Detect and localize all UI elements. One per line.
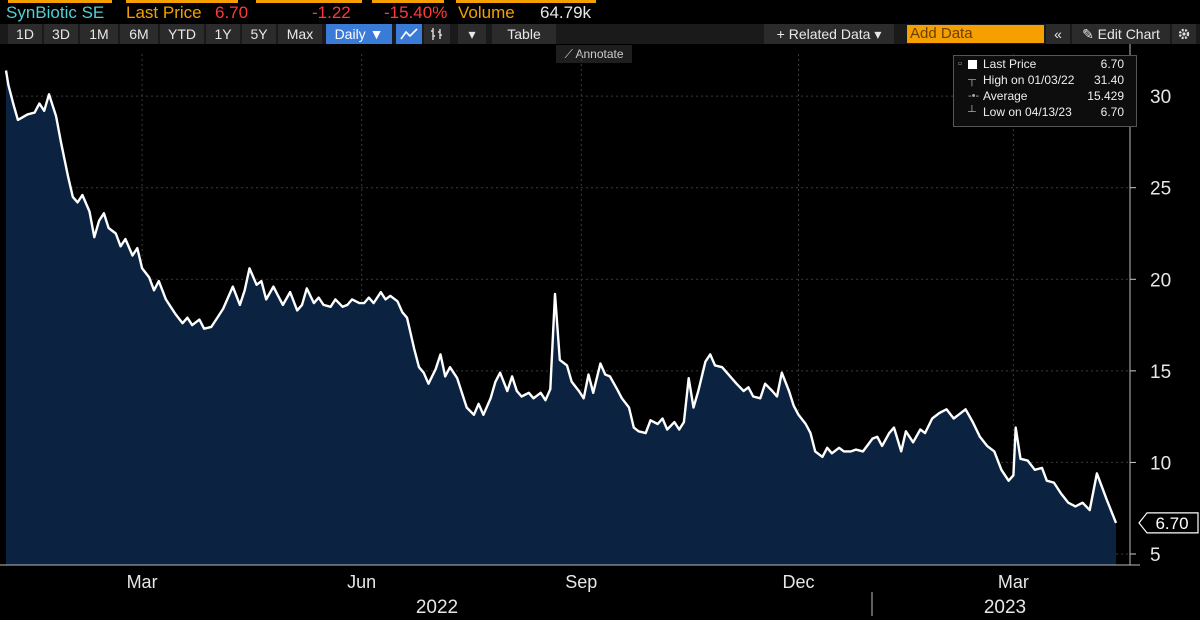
frequency-dropdown[interactable]: Daily ▼: [326, 24, 392, 44]
collapse-panel-button[interactable]: «: [1046, 24, 1070, 44]
legend-expand-icon: ▫: [958, 58, 962, 70]
legend-value: 31.40: [1093, 73, 1124, 87]
add-data-input[interactable]: [907, 25, 1044, 43]
x-tick-label: Dec: [783, 572, 815, 592]
range-max-button[interactable]: Max: [278, 24, 322, 44]
legend-swatch: [968, 60, 977, 69]
volume-value: 64.79k: [540, 3, 592, 22]
legend-value: 15.429: [1087, 89, 1124, 103]
y-tick-label: 30: [1150, 87, 1171, 108]
range-1y-button[interactable]: 1Y: [206, 24, 240, 44]
line-chart-icon: [400, 28, 418, 40]
header-accent-bar: [372, 0, 444, 3]
security-name[interactable]: SynBiotic SE: [6, 3, 105, 22]
x-tick-label: Mar: [127, 572, 158, 592]
price-change-percent: -15.40%: [384, 3, 448, 22]
last-price-tag: 6.70: [1138, 512, 1199, 534]
high-marker-icon: ┬: [968, 74, 976, 86]
chart-legend: ▫ Last Price 6.70 ┬ High on 01/03/22 31.…: [953, 55, 1137, 127]
header-accent-bar: [456, 0, 596, 3]
last-price-tag-value: 6.70: [1155, 514, 1188, 533]
header-accent-bar: [126, 0, 238, 3]
legend-value: 6.70: [1100, 105, 1124, 119]
legend-item-last-price[interactable]: ▫ Last Price 6.70: [954, 57, 1136, 72]
legend-label: Last Price: [983, 57, 1037, 71]
edit-chart-button[interactable]: ✎ Edit Chart: [1072, 24, 1170, 44]
legend-value: 6.70: [1100, 57, 1124, 71]
y-tick-label: 5: [1150, 545, 1161, 566]
legend-item-high[interactable]: ┬ High on 01/03/22 31.40: [954, 73, 1136, 88]
price-area-fill: [6, 70, 1116, 565]
price-change: -1.22: [312, 3, 351, 22]
range-3d-button[interactable]: 3D: [44, 24, 78, 44]
last-price-value: 6.70: [215, 3, 249, 22]
table-button[interactable]: Table: [492, 24, 556, 44]
chart-toolbar: 1D 3D 1M 6M YTD 1Y 5Y Max Daily ▼ ▾ Tabl…: [0, 24, 1200, 44]
year-label: 2023: [984, 597, 1026, 618]
legend-label: Low on 04/13/23: [983, 105, 1072, 119]
price-chart: 5 10 15 20 25 30 Mar Jun Sep Dec Mar 2022 2023 6.70: [0, 44, 1199, 618]
price-line-series: [4, 70, 1118, 524]
volume-label: Volume: [458, 3, 515, 22]
legend-label: Average: [983, 89, 1028, 103]
legend-label: High on 01/03/22: [983, 73, 1075, 87]
average-marker-icon: -•-: [968, 90, 980, 102]
header-accent-bar: [256, 0, 362, 3]
range-5y-button[interactable]: 5Y: [242, 24, 276, 44]
gear-icon: [1178, 28, 1190, 40]
chart-type-more-button[interactable]: ▾: [458, 24, 486, 44]
security-header: SynBiotic SE Last Price 6.70 -1.22 -15.4…: [0, 0, 1200, 24]
low-marker-icon: ┴: [968, 106, 976, 118]
y-tick-label: 20: [1150, 270, 1171, 291]
legend-item-low[interactable]: ┴ Low on 04/13/23 6.70: [954, 105, 1136, 120]
gear-icon[interactable]: [1172, 24, 1196, 44]
x-tick-label: Mar: [998, 572, 1029, 592]
range-1d-button[interactable]: 1D: [8, 24, 42, 44]
range-ytd-button[interactable]: YTD: [160, 24, 204, 44]
x-tick-label: Sep: [565, 572, 597, 592]
ohlc-bar-icon: [431, 28, 442, 40]
range-1m-button[interactable]: 1M: [80, 24, 118, 44]
last-price-label: Last Price: [126, 3, 202, 22]
line-chart-icon[interactable]: [396, 24, 422, 44]
annotate-button[interactable]: ⟋ Annotate: [556, 45, 632, 63]
related-data-button[interactable]: + Related Data ▾: [764, 24, 894, 44]
ohlc-bar-icon[interactable]: [424, 24, 450, 44]
x-tick-label: Jun: [347, 572, 376, 592]
header-accent-bar: [8, 0, 112, 3]
year-label: 2022: [416, 597, 458, 618]
y-tick-label: 10: [1150, 453, 1171, 474]
legend-item-average[interactable]: -•- Average 15.429: [954, 89, 1136, 104]
y-tick-label: 15: [1150, 362, 1171, 383]
range-6m-button[interactable]: 6M: [120, 24, 158, 44]
y-tick-label: 25: [1150, 179, 1171, 200]
